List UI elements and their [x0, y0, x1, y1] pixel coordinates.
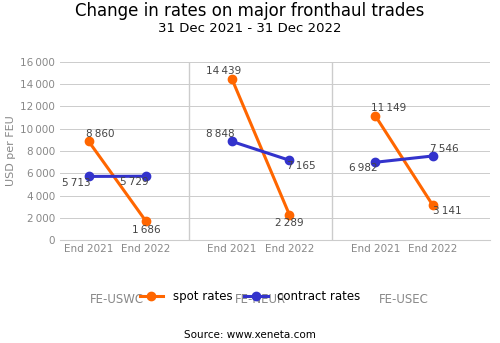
Text: 14 439: 14 439 — [206, 66, 241, 76]
Text: FE-NEUR: FE-NEUR — [235, 293, 286, 306]
Text: 3 141: 3 141 — [432, 206, 462, 216]
Text: 5 729: 5 729 — [120, 177, 148, 187]
Text: FE-USEC: FE-USEC — [379, 293, 429, 306]
Text: 11 149: 11 149 — [370, 103, 406, 113]
Text: 7 165: 7 165 — [287, 161, 316, 172]
Text: 8 860: 8 860 — [86, 129, 115, 139]
Text: 8 848: 8 848 — [206, 129, 234, 139]
Text: 7 546: 7 546 — [430, 144, 459, 154]
Text: FE-USWC: FE-USWC — [90, 293, 144, 306]
Text: 1 686: 1 686 — [132, 225, 160, 235]
Text: 2 289: 2 289 — [275, 218, 304, 228]
Y-axis label: USD per FEU: USD per FEU — [6, 116, 16, 186]
Legend: spot rates, contract rates: spot rates, contract rates — [135, 285, 365, 308]
Text: Source: www.xeneta.com: Source: www.xeneta.com — [184, 330, 316, 340]
Text: 5 713: 5 713 — [62, 178, 91, 188]
Text: 6 982: 6 982 — [349, 163, 378, 173]
Text: Change in rates on major fronthaul trades: Change in rates on major fronthaul trade… — [76, 2, 424, 20]
Text: 31 Dec 2021 - 31 Dec 2022: 31 Dec 2021 - 31 Dec 2022 — [158, 22, 342, 35]
